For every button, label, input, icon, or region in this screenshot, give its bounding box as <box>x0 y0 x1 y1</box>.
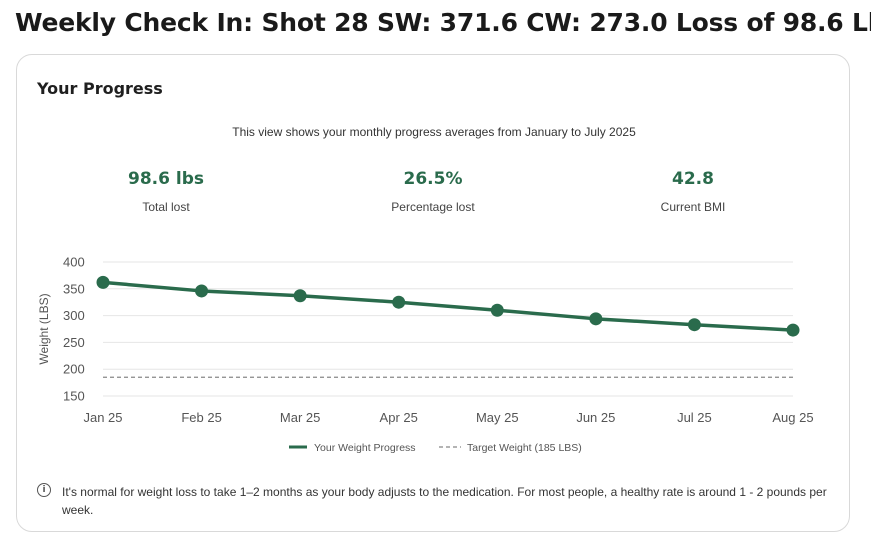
y-tick-label: 350 <box>63 281 85 296</box>
page-heading: Weekly Check In: Shot 28 SW: 371.6 CW: 2… <box>15 8 871 37</box>
x-tick-label: May 25 <box>476 410 519 425</box>
weight-chart: 150 200 250 300 350 400 Jan 25 Feb 25 Mar 25 Apr … <box>37 255 814 455</box>
weight-point <box>293 289 307 303</box>
y-tick-label: 150 <box>63 389 85 404</box>
y-tick-label: 250 <box>63 335 85 350</box>
y-axis-label: Weight (LBS) <box>37 293 51 364</box>
progress-card: Your Progress This view shows your month… <box>16 54 850 532</box>
legend-label-target: Target Weight (185 LBS) <box>467 442 582 454</box>
stat-label: Percentage lost <box>391 200 475 214</box>
x-tick-label: Apr 25 <box>380 410 418 425</box>
y-tick-label: 400 <box>63 255 85 270</box>
chart-subtitle: This view shows your monthly progress av… <box>232 125 636 139</box>
stat-total-lost: 98.6 lbs Total lost <box>66 169 266 214</box>
weight-point <box>392 295 406 309</box>
weight-progress-line <box>101 280 795 332</box>
stat-label: Total lost <box>142 200 190 214</box>
x-tick-label: Jun 25 <box>576 410 615 425</box>
stat-current-bmi: 42.8 Current BMI <box>593 169 793 214</box>
weight-point <box>786 323 800 337</box>
x-tick-label: Feb 25 <box>181 410 221 425</box>
weight-point <box>687 318 701 332</box>
y-tick-label: 200 <box>63 362 85 377</box>
x-tick-label: Mar 25 <box>280 410 320 425</box>
card-title: Your Progress <box>37 79 163 98</box>
x-tick-label: Jan 25 <box>83 410 122 425</box>
x-tick-label: Jul 25 <box>677 410 712 425</box>
stat-label: Current BMI <box>660 200 726 214</box>
weight-point <box>490 303 504 317</box>
weight-point <box>589 312 603 326</box>
footnote: i It's normal for weight loss to take 1–… <box>37 483 827 519</box>
info-icon: i <box>37 483 51 497</box>
stat-percentage-lost: 26.5% Percentage lost <box>333 169 533 214</box>
stat-value: 98.6 lbs <box>128 169 204 189</box>
y-tick-label: 300 <box>63 308 85 323</box>
x-tick-label: Aug 25 <box>772 410 813 425</box>
weight-point <box>195 284 209 298</box>
stat-value: 42.8 <box>672 169 714 189</box>
legend-label-weight: Your Weight Progress <box>314 442 416 454</box>
weight-point <box>96 275 110 289</box>
footnote-text: It's normal for weight loss to take 1–2 … <box>62 485 827 517</box>
stat-value: 26.5% <box>403 169 463 189</box>
